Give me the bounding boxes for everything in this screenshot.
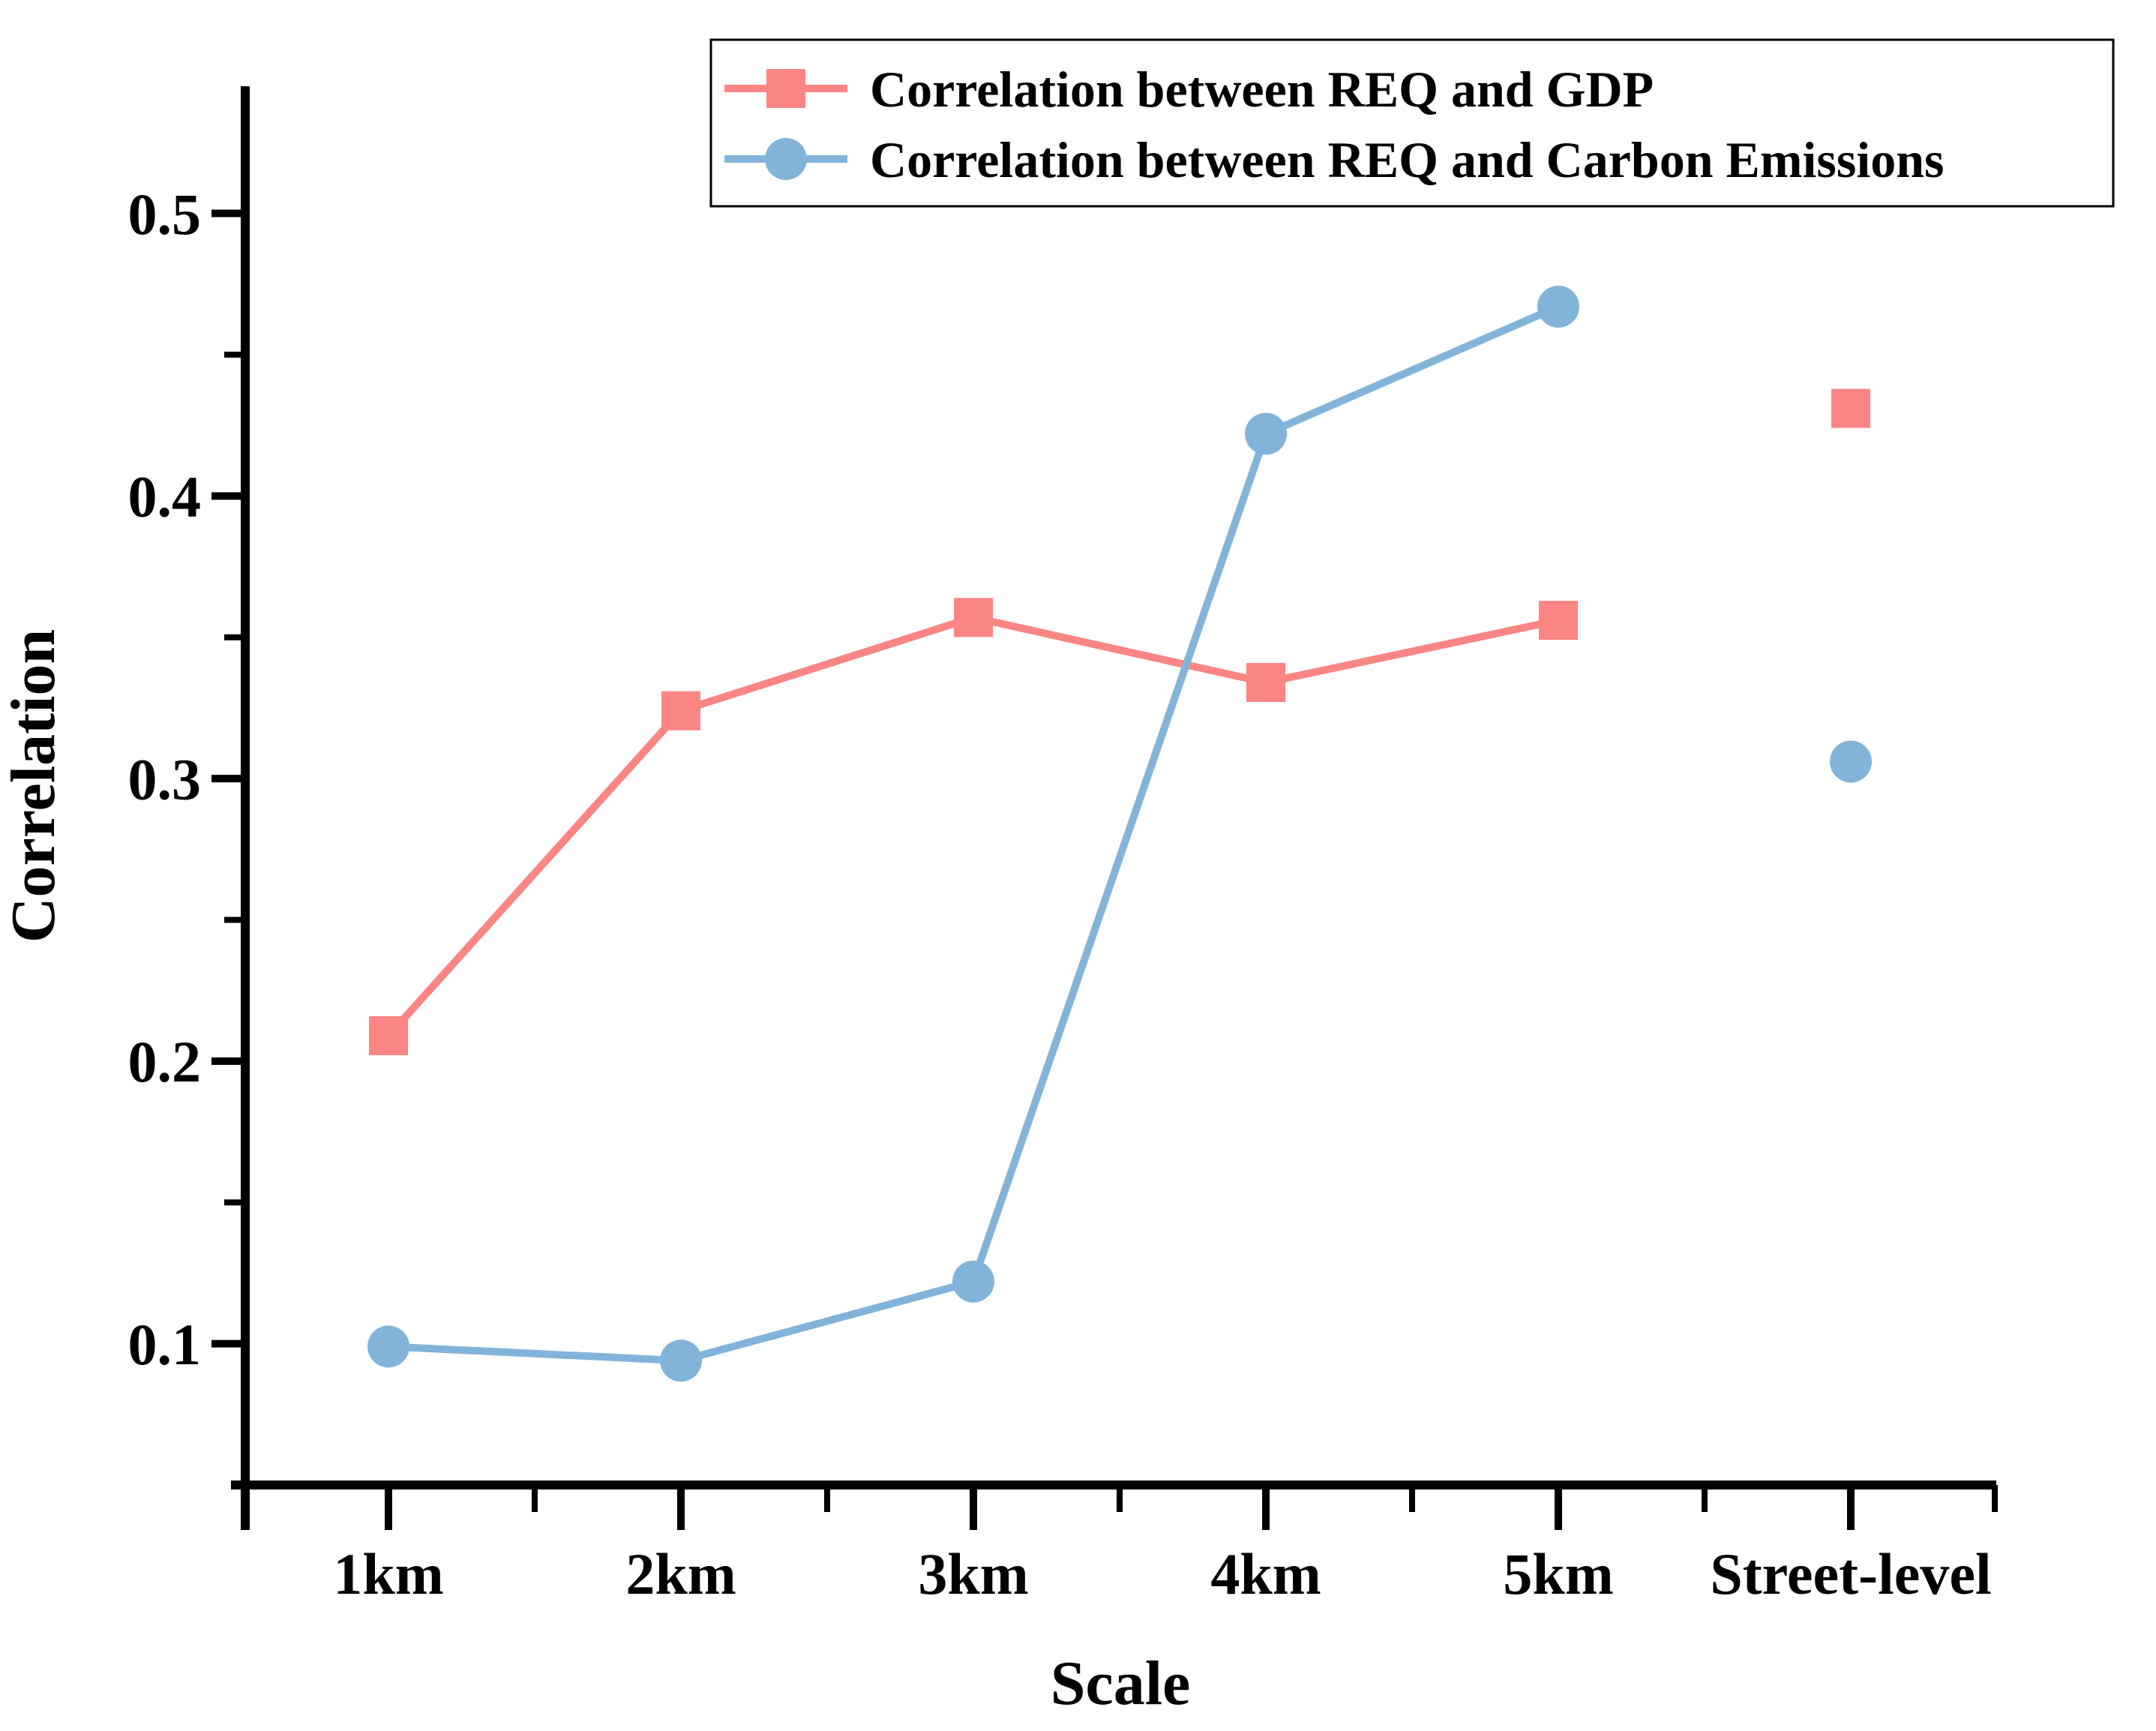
y-tick-label: 0.5 bbox=[128, 182, 202, 247]
x-tick-label: Street-level bbox=[1710, 1541, 1991, 1606]
x-axis-title: Scale bbox=[1051, 1648, 1191, 1718]
y-tick-label: 0.2 bbox=[128, 1029, 202, 1094]
series-0-marker-square bbox=[1539, 601, 1578, 640]
legend-1-marker-circle bbox=[765, 138, 807, 180]
series-1-marker-circle bbox=[1830, 740, 1872, 783]
y-axis-title: Correlation bbox=[0, 629, 68, 943]
series-1-marker-circle bbox=[1537, 285, 1579, 328]
series-0-line bbox=[385, 614, 1560, 1039]
series-1-line bbox=[388, 303, 1560, 1365]
y-tick-label: 0.3 bbox=[128, 746, 202, 812]
series-0-marker-square bbox=[1246, 662, 1285, 702]
y-tick-label: 0.1 bbox=[128, 1312, 202, 1377]
legend-label: Correlation between REQ and Carbon Emiss… bbox=[870, 131, 1945, 188]
x-tick-label: 3km bbox=[918, 1541, 1028, 1606]
series-1-marker-circle bbox=[367, 1325, 409, 1368]
legend-box bbox=[709, 38, 2115, 208]
series-0-marker-square bbox=[954, 598, 993, 638]
series-0-marker-square bbox=[369, 1016, 408, 1055]
x-tick-label: 4km bbox=[1210, 1541, 1321, 1606]
legend-label: Correlation between REQ and GDP bbox=[870, 61, 1654, 118]
x-tick-label: 5km bbox=[1503, 1541, 1613, 1606]
series-0-marker-square bbox=[1831, 388, 1870, 428]
x-tick-label: 2km bbox=[625, 1541, 736, 1606]
legend-0-marker-square bbox=[766, 69, 805, 108]
x-tick-label: 1km bbox=[333, 1541, 443, 1606]
series-1-marker-circle bbox=[660, 1340, 702, 1382]
series-1-marker-circle bbox=[952, 1260, 994, 1303]
y-tick-label: 0.4 bbox=[128, 464, 202, 530]
series-1-marker-circle bbox=[1245, 412, 1287, 455]
series-0-marker-square bbox=[661, 691, 700, 730]
